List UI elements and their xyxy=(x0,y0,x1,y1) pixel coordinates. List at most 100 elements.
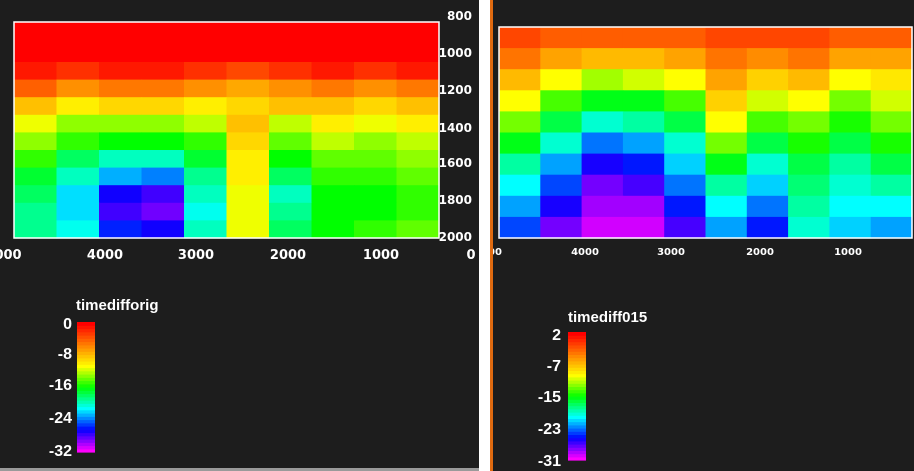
heatmap-cell xyxy=(354,167,398,186)
x-tick-label: 3000 xyxy=(178,248,214,263)
colorbar-swatch xyxy=(568,418,586,423)
colorbar-swatch xyxy=(77,400,95,404)
heatmap-cell xyxy=(141,220,185,239)
heatmap-cell xyxy=(499,195,541,218)
heatmap-cell xyxy=(664,174,707,197)
heatmap-cell xyxy=(664,27,707,49)
heatmap-cell xyxy=(269,97,313,116)
colorbar-swatch xyxy=(568,341,586,346)
heatmap-cell xyxy=(622,48,665,70)
plot-frame xyxy=(13,21,440,239)
heatmap-cell xyxy=(829,90,872,112)
heatmap-cell xyxy=(226,185,270,204)
x-tick-label: 2000 xyxy=(746,247,774,258)
right-heatmap-cells xyxy=(498,26,913,239)
heatmap-cell xyxy=(56,167,100,186)
heatmap-cell xyxy=(499,111,541,134)
heatmap-cell xyxy=(184,150,228,169)
colorbar-swatch xyxy=(568,370,586,375)
y-tick-label: 1800 xyxy=(439,193,472,207)
heatmap-cell xyxy=(184,202,228,221)
colorbar-swatch xyxy=(77,387,95,391)
heatmap-cell xyxy=(705,90,748,112)
colorbar-swatch xyxy=(568,431,586,435)
heatmap-cell xyxy=(311,114,355,133)
heatmap-cell xyxy=(14,185,58,204)
heatmap-cell xyxy=(396,202,440,221)
x-tick-label: 4000 xyxy=(87,248,123,263)
heatmap-cell xyxy=(226,79,270,98)
heatmap-cell xyxy=(226,132,270,151)
heatmap-cell xyxy=(622,153,665,176)
heatmap-cell xyxy=(14,97,58,116)
heatmap-cell xyxy=(14,150,58,169)
heatmap-cell xyxy=(141,150,185,169)
left-colorbar-label: -16 xyxy=(49,377,72,394)
y-tick-label: 1000 xyxy=(439,46,472,60)
colorbar-swatch xyxy=(77,325,95,330)
colorbar-swatch xyxy=(568,335,586,339)
right-colorbar: timediff015 2 -7 -15 -23 -31 xyxy=(538,309,647,470)
heatmap-cell xyxy=(56,97,100,116)
colorbar-swatch xyxy=(77,432,95,437)
heatmap-cell xyxy=(581,48,624,70)
heatmap-cell xyxy=(499,27,541,49)
heatmap-cell xyxy=(829,27,872,49)
heatmap-cell xyxy=(99,167,143,186)
colorbar-swatch xyxy=(568,338,586,343)
heatmap-cell xyxy=(269,114,313,133)
colorbar-swatch xyxy=(77,448,95,453)
colorbar-swatch xyxy=(568,415,586,419)
heatmap-cell xyxy=(184,132,228,151)
colorbar-swatch xyxy=(568,434,586,439)
heatmap-cell xyxy=(788,174,830,197)
heatmap-cell xyxy=(354,114,398,133)
heatmap-cell xyxy=(870,27,913,49)
colorbar-swatch xyxy=(77,442,95,447)
heatmap-cell xyxy=(269,202,313,221)
heatmap-cell xyxy=(540,27,583,49)
heatmap-cell xyxy=(746,69,789,91)
heatmap-cell xyxy=(269,132,313,151)
heatmap-cell xyxy=(184,79,228,98)
heatmap-cell xyxy=(141,97,185,116)
colorbar-swatch xyxy=(568,354,586,359)
y-tick-label: 2000 xyxy=(439,230,472,244)
colorbar-swatch xyxy=(568,456,586,461)
heatmap-cell xyxy=(664,48,707,70)
heatmap-cell xyxy=(829,48,872,70)
heatmap-cell xyxy=(705,111,748,134)
heatmap-cell xyxy=(622,195,665,218)
heatmap-cell xyxy=(99,202,143,221)
heatmap-cell xyxy=(311,132,355,151)
x-tick-label: 1000 xyxy=(834,247,862,258)
heatmap-cell xyxy=(540,174,583,197)
heatmap-cell xyxy=(141,79,185,98)
colorbar-swatch xyxy=(568,344,586,349)
colorbar-swatch xyxy=(77,370,95,375)
heatmap-cell xyxy=(311,220,355,239)
left-colorbar: timedifforig 0 -8 -16 -24 -32 xyxy=(49,297,159,460)
right-colorbar-label: 2 xyxy=(552,327,561,344)
heatmap-cell xyxy=(622,132,665,155)
colorbar-swatch xyxy=(568,424,586,429)
colorbar-swatch xyxy=(568,386,586,391)
heatmap-cell xyxy=(99,185,143,204)
heatmap-cell xyxy=(499,90,541,112)
heatmap-cell xyxy=(14,220,58,239)
heatmap-cell xyxy=(269,62,313,81)
heatmap-cell xyxy=(226,62,270,81)
heatmap-cell xyxy=(226,114,270,133)
left-plot-panel: 000 4000 3000 2000 1000 0 800 1000 1200 1400 1600… xyxy=(0,0,479,471)
heatmap-cell xyxy=(622,216,665,239)
heatmap-cell xyxy=(354,150,398,169)
heatmap-cell xyxy=(540,69,583,91)
heatmap-cell xyxy=(311,150,355,169)
heatmap-cell xyxy=(396,220,440,239)
colorbar-swatch xyxy=(568,402,586,407)
heatmap-cell xyxy=(311,62,355,81)
heatmap-cell xyxy=(141,185,185,204)
heatmap-cell xyxy=(354,202,398,221)
heatmap-cell xyxy=(396,79,440,98)
heatmap-cell xyxy=(870,174,913,197)
